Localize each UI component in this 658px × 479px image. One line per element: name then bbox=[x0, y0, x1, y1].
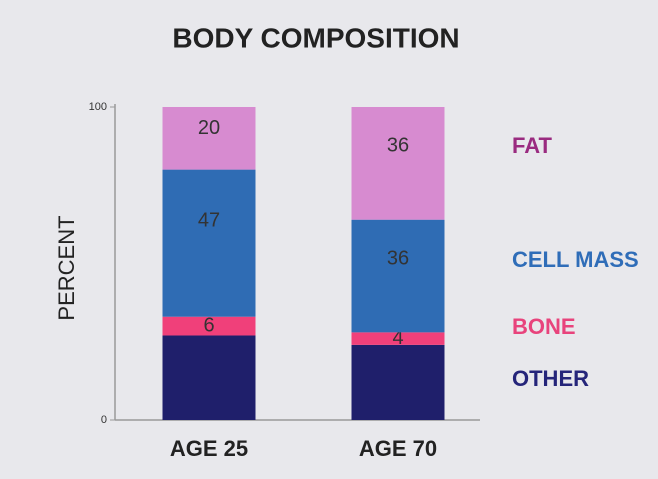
bar-segment bbox=[351, 344, 445, 420]
bar-segment bbox=[162, 316, 256, 336]
legend-label: BONE bbox=[512, 314, 576, 339]
data-label: 36 bbox=[387, 247, 409, 269]
data-label: 36 bbox=[387, 135, 409, 157]
data-label: 6 bbox=[203, 314, 214, 336]
bar-segment bbox=[162, 107, 256, 170]
bar-segment bbox=[351, 219, 445, 333]
legend-label: CELL MASS bbox=[512, 247, 639, 272]
legend-label: FAT bbox=[512, 133, 552, 158]
x-tick-label: AGE 25 bbox=[170, 436, 248, 461]
y-tick-label: 0 bbox=[101, 414, 107, 426]
legend-label: OTHER bbox=[512, 366, 589, 391]
data-label: 20 bbox=[198, 117, 220, 139]
data-label: 4 bbox=[392, 327, 403, 349]
bar-segment bbox=[162, 169, 256, 317]
bar-segment bbox=[351, 332, 445, 345]
bar-segment bbox=[162, 335, 256, 420]
bar-segment bbox=[351, 107, 445, 220]
data-label: 47 bbox=[198, 209, 220, 231]
x-tick-label: AGE 70 bbox=[359, 436, 437, 461]
y-axis-label: PERCENT bbox=[54, 215, 79, 320]
chart-title: BODY COMPOSITION bbox=[172, 22, 459, 53]
y-tick-label: 100 bbox=[89, 101, 107, 113]
